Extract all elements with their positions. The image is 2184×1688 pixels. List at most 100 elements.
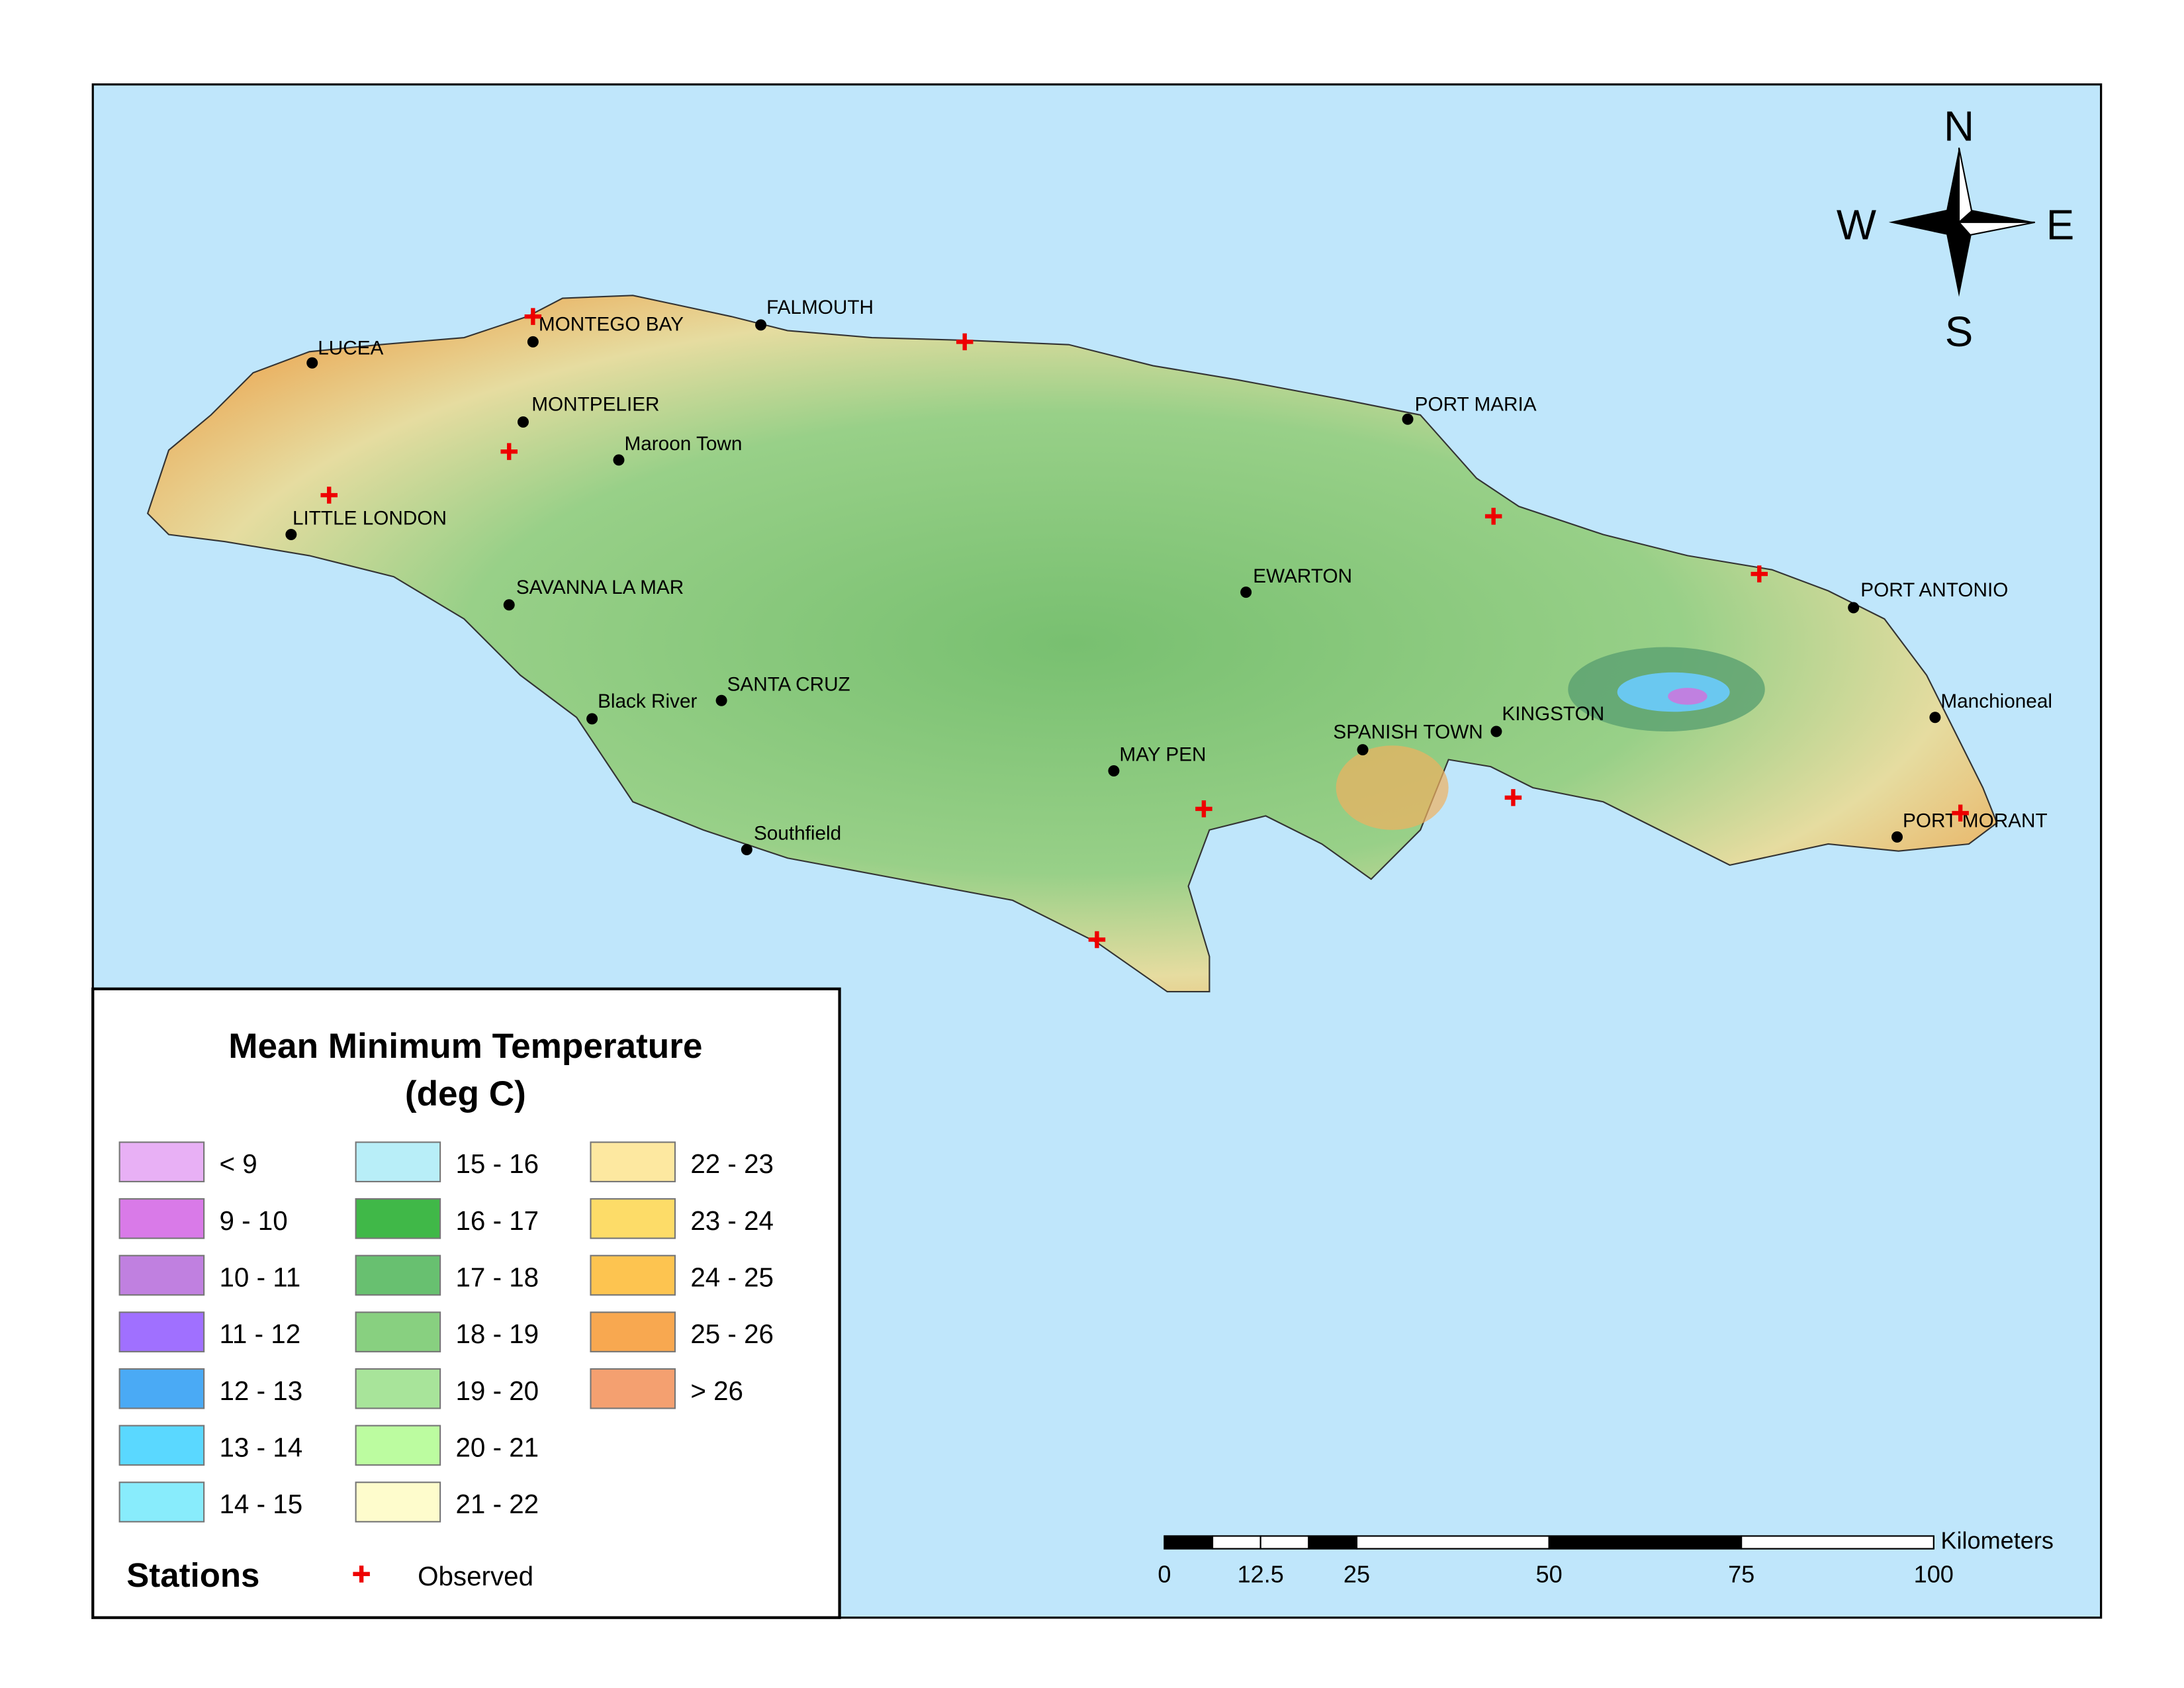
- town-label: MONTPELIER: [531, 394, 659, 416]
- legend-swatch: [118, 1425, 205, 1466]
- scale-label: 25: [1343, 1561, 1370, 1588]
- scale-segment: [1355, 1535, 1550, 1550]
- station-marker: [1504, 789, 1522, 806]
- town-label: PORT MARIA: [1415, 394, 1537, 416]
- town-dot: [285, 529, 297, 541]
- town-dot: [527, 336, 539, 348]
- town-label: LUCEA: [318, 338, 383, 359]
- legend-label: 14 - 15: [219, 1489, 302, 1519]
- town-dot: [741, 844, 752, 855]
- station-marker: [500, 443, 518, 460]
- legend-swatch: [355, 1481, 441, 1523]
- station-marker: [320, 487, 338, 504]
- legend-swatch: [118, 1141, 205, 1183]
- compass-n: N: [1944, 103, 1974, 150]
- legend-label: 17 - 18: [455, 1262, 539, 1292]
- town-dot: [503, 599, 515, 611]
- town-dot: [1929, 712, 1941, 724]
- legend-swatch: [355, 1425, 441, 1466]
- town-dot: [586, 713, 598, 725]
- legend-swatch: [590, 1141, 676, 1183]
- town-dot: [1357, 744, 1369, 756]
- compass: N S W E: [1837, 103, 2074, 355]
- legend-label: 19 - 20: [455, 1376, 539, 1406]
- legend-label: 22 - 23: [690, 1149, 774, 1179]
- coast: [1336, 745, 1449, 830]
- legend-label: 23 - 24: [690, 1205, 774, 1236]
- legend-swatch: [118, 1254, 205, 1296]
- town-label: PORT ANTONIO: [1860, 579, 2008, 601]
- legend-label: 21 - 22: [455, 1489, 539, 1519]
- legend-swatch: [118, 1198, 205, 1239]
- station-marker: [1952, 804, 1969, 822]
- legend-swatch: [355, 1368, 441, 1409]
- station-marker: [1088, 931, 1106, 949]
- stations-label: Observed: [418, 1561, 533, 1591]
- station-marker: [1484, 508, 1502, 525]
- town-dot: [1240, 586, 1252, 598]
- scale-segment: [1163, 1535, 1214, 1550]
- town-dot: [1891, 831, 1903, 843]
- legend-swatch: [355, 1141, 441, 1183]
- scale-label: 100: [1914, 1561, 1954, 1588]
- town-label: KINGSTON: [1502, 703, 1604, 725]
- town-label: SANTA CRUZ: [727, 673, 850, 695]
- legend-swatch: [118, 1311, 205, 1352]
- scale-label: 12.5: [1238, 1561, 1284, 1588]
- town-label: Southfield: [754, 823, 841, 845]
- legend-swatch: [355, 1311, 441, 1352]
- legend-label: 24 - 25: [690, 1262, 774, 1292]
- legend-swatch: [355, 1254, 441, 1296]
- town-dot: [1490, 726, 1502, 737]
- stations-heading: Stations: [126, 1556, 259, 1594]
- compass-w: W: [1837, 201, 1876, 248]
- legend-label: 10 - 11: [219, 1262, 300, 1292]
- legend-swatch: [590, 1368, 676, 1409]
- scale-label: 0: [1158, 1561, 1171, 1588]
- town-dot: [517, 416, 529, 428]
- scale-segment: [1212, 1535, 1261, 1550]
- legend-label: < 9: [219, 1149, 257, 1179]
- town-dot: [715, 694, 727, 706]
- town-label: Black River: [598, 690, 697, 712]
- town-dot: [755, 319, 767, 331]
- town-label: FALMOUTH: [766, 297, 874, 318]
- legend-swatch: [355, 1198, 441, 1239]
- town-label: Manchioneal: [1940, 690, 2052, 712]
- scale-label: 75: [1728, 1561, 1754, 1588]
- town-label: MAY PEN: [1119, 744, 1206, 766]
- town-label: Maroon Town: [624, 433, 742, 455]
- town-label: LITTLE LONDON: [293, 508, 447, 530]
- highland: [1668, 688, 1707, 705]
- town-label: SPANISH TOWN: [1333, 722, 1482, 743]
- legend-swatch: [590, 1254, 676, 1296]
- legend-label: 12 - 13: [219, 1376, 302, 1406]
- legend-label: 9 - 10: [219, 1205, 287, 1236]
- towns: LUCEA MONTEGO BAY FALMOUTH MONTPELIER Maroon…: [285, 297, 2052, 949]
- scale-segment: [1548, 1535, 1743, 1550]
- town-label: PORT MORANT: [1903, 810, 2048, 832]
- legend-label: 16 - 17: [455, 1205, 539, 1236]
- land: [146, 295, 1998, 993]
- legend-title: Mean Minimum Temperature: [228, 1027, 702, 1066]
- scale-segment: [1259, 1535, 1310, 1550]
- station-marker: [1751, 565, 1768, 583]
- town-dot: [1848, 602, 1860, 614]
- town-dot: [613, 454, 625, 466]
- island: [146, 295, 1998, 993]
- legend-label: > 26: [690, 1376, 743, 1406]
- compass-s: S: [1945, 308, 1974, 355]
- legend-label: 11 - 12: [219, 1319, 300, 1349]
- legend-label: 20 - 21: [455, 1432, 539, 1462]
- town-dot: [1402, 413, 1414, 425]
- station-marker: [956, 333, 974, 351]
- legend-label: 25 - 26: [690, 1319, 774, 1349]
- scale-bar: 0 12.5 25 50 75 100 Kilometers: [1158, 1527, 2054, 1588]
- station-marker: [524, 308, 542, 325]
- legend: Mean Minimum Temperature (deg C) Station…: [91, 987, 841, 1619]
- town-dot: [1108, 765, 1120, 777]
- legend-label: 13 - 14: [219, 1432, 302, 1462]
- legend-label: 15 - 16: [455, 1149, 539, 1179]
- legend-swatch: [118, 1368, 205, 1409]
